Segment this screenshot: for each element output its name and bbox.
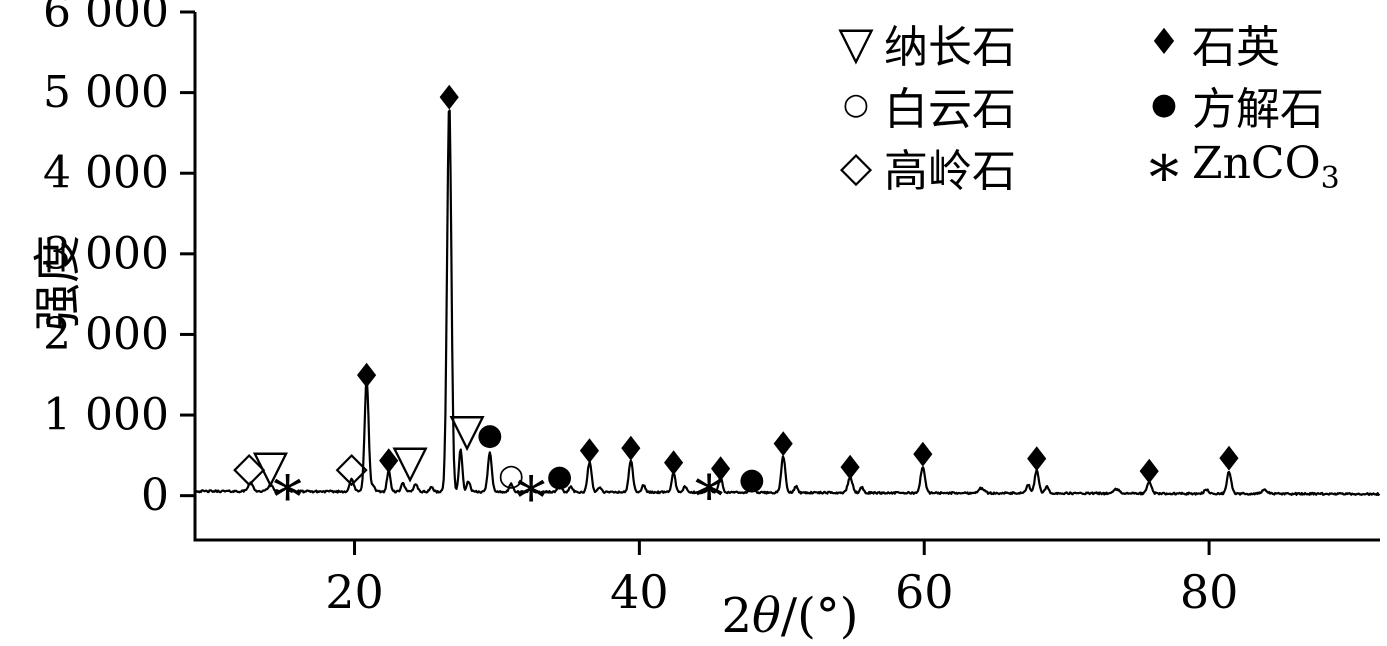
- y-tick-label: 5 000: [43, 67, 169, 118]
- dolomite-peak-marker-icon: ○: [498, 458, 524, 493]
- quartz-peak-marker-icon: ♦: [574, 432, 604, 472]
- quartz-peak-marker-icon: ♦: [768, 425, 798, 465]
- calcite-peak-marker-icon: ●: [477, 418, 503, 453]
- legend-label-dolomite: 白云石: [884, 84, 1016, 135]
- legend-item-albite: ▽ 纳长石: [828, 14, 1016, 73]
- albite-triangle-marker-icon: ▽: [838, 16, 874, 70]
- x-axis-label-num: 2: [721, 588, 752, 644]
- quartz-peak-marker-icon: ♦: [1134, 452, 1164, 492]
- albite-peak-marker-icon: ▽: [253, 439, 289, 493]
- quartz-peak-marker-icon: ♦: [1214, 439, 1244, 479]
- x-tick-label: 20: [325, 565, 384, 619]
- legend: ▽ 纳长石 ○ 白云石 ◇ 高岭石 ♦ 石英 ● 方解石 * ZnCO3: [828, 14, 1340, 208]
- kaolinite-peak-marker-icon: ◇: [233, 442, 266, 491]
- x-tick-label: 60: [895, 565, 954, 619]
- quartz-peak-marker-icon: ♦: [434, 78, 464, 118]
- legend-item-kaolinite: ◇ 高岭石: [828, 138, 1016, 198]
- axes-frame: [193, 12, 1380, 542]
- y-tick-label: 2 000: [43, 309, 169, 360]
- ZnCO3-peak-marker-icon: *: [273, 463, 302, 531]
- calcite-peak-marker-icon: ●: [739, 462, 765, 497]
- quartz-peak-marker-icon: ♦: [835, 448, 865, 488]
- legend-label-albite: 纳长石: [884, 22, 1016, 73]
- albite-peak-marker-icon: ▽: [392, 434, 428, 488]
- legend-label-calcite: 方解石: [1192, 84, 1324, 135]
- quartz-peak-marker-icon: ♦: [373, 442, 403, 482]
- y-tick-label: 4 000: [43, 148, 169, 199]
- calcite-circle-marker-icon: ●: [1150, 87, 1178, 122]
- xrd-trace: [194, 109, 1381, 497]
- x-axis-label-rest: /(°): [780, 588, 859, 644]
- x-axis-label: 2θ/(°): [620, 588, 960, 644]
- x-tick-label: 40: [610, 565, 669, 619]
- legend-label-quartz: 石英: [1192, 22, 1280, 73]
- dolomite-circle-marker-icon: ○: [842, 87, 870, 122]
- y-tick-label: 1 000: [43, 390, 169, 441]
- quartz-peak-marker-icon: ♦: [908, 435, 938, 475]
- quartz-peak-marker-icon: ♦: [705, 450, 735, 490]
- quartz-peak-marker-icon: ♦: [351, 356, 381, 396]
- legend-label-kaolinite: 高岭石: [884, 146, 1016, 197]
- ZnCO3-peak-marker-icon: *: [517, 464, 546, 532]
- x-axis-label-theta: θ: [752, 588, 781, 644]
- ZnCO3-peak-marker-icon: *: [695, 462, 724, 530]
- legend-item-znco3: * ZnCO3: [1136, 138, 1340, 208]
- legend-item-quartz: ♦ 石英: [1136, 14, 1340, 73]
- x-tick-label: 80: [1180, 565, 1239, 619]
- legend-item-dolomite: ○ 白云石: [828, 76, 1016, 135]
- quartz-peak-marker-icon: ♦: [616, 430, 646, 470]
- znco3-asterisk-marker-icon: *: [1149, 143, 1179, 213]
- y-tick-label: 6 000: [43, 0, 169, 38]
- y-axis-label: 强度: [30, 235, 86, 332]
- quartz-peak-marker-icon: ♦: [1022, 440, 1052, 480]
- y-tick-label: 0: [141, 470, 169, 521]
- legend-item-calcite: ● 方解石: [1136, 76, 1340, 135]
- y-tick-label: 3 000: [43, 228, 169, 279]
- albite-peak-marker-icon: ▽: [449, 403, 485, 457]
- kaolinite-peak-marker-icon: ◇: [336, 442, 369, 491]
- kaolinite-diamond-marker-icon: ◇: [839, 142, 873, 191]
- calcite-peak-marker-icon: ●: [547, 459, 573, 494]
- legend-label-znco3: ZnCO3: [1192, 138, 1340, 196]
- quartz-diamond-marker-icon: ♦: [1147, 22, 1181, 63]
- quartz-peak-marker-icon: ♦: [658, 444, 688, 484]
